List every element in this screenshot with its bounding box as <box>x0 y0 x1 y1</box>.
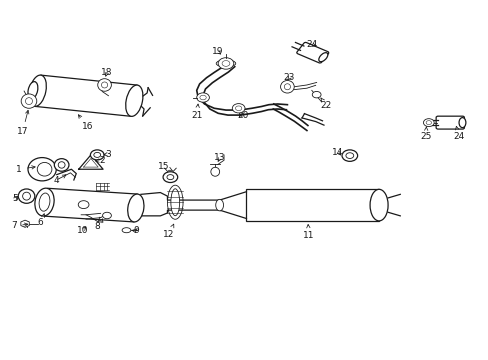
Ellipse shape <box>458 118 465 128</box>
Ellipse shape <box>102 82 107 88</box>
Circle shape <box>345 153 353 158</box>
Ellipse shape <box>37 162 52 176</box>
Text: 9: 9 <box>132 226 139 235</box>
Ellipse shape <box>22 192 30 200</box>
Circle shape <box>102 212 111 219</box>
Text: 21: 21 <box>191 104 202 120</box>
FancyBboxPatch shape <box>435 116 464 129</box>
Ellipse shape <box>29 75 46 107</box>
Circle shape <box>235 106 242 111</box>
Circle shape <box>166 175 173 180</box>
Circle shape <box>94 152 101 157</box>
Circle shape <box>425 121 430 125</box>
Circle shape <box>163 172 177 183</box>
Text: 11: 11 <box>303 225 314 240</box>
Ellipse shape <box>215 199 223 211</box>
Ellipse shape <box>280 81 294 93</box>
Ellipse shape <box>18 189 35 203</box>
Ellipse shape <box>25 98 32 104</box>
Text: 12: 12 <box>163 224 174 239</box>
Text: 7: 7 <box>11 221 28 230</box>
Ellipse shape <box>28 82 38 99</box>
Bar <box>35 75 137 116</box>
Text: 22: 22 <box>320 98 331 110</box>
Ellipse shape <box>284 84 290 90</box>
Ellipse shape <box>125 85 142 116</box>
Ellipse shape <box>312 91 321 98</box>
Ellipse shape <box>78 201 89 208</box>
Text: 6: 6 <box>38 214 44 227</box>
Text: 2: 2 <box>96 156 105 165</box>
Text: 24: 24 <box>305 40 317 49</box>
Ellipse shape <box>58 162 65 168</box>
Text: 24: 24 <box>452 126 464 141</box>
Ellipse shape <box>28 158 56 181</box>
Bar <box>44 188 137 222</box>
Ellipse shape <box>127 194 143 222</box>
Ellipse shape <box>318 53 327 62</box>
Ellipse shape <box>167 185 183 219</box>
Text: 17: 17 <box>17 111 29 136</box>
Text: 25: 25 <box>419 127 431 141</box>
Bar <box>246 189 378 221</box>
Text: 1: 1 <box>16 165 35 174</box>
Text: 18: 18 <box>101 68 113 77</box>
Text: 3: 3 <box>104 150 111 159</box>
Text: 5: 5 <box>12 194 18 203</box>
Circle shape <box>423 119 433 127</box>
Ellipse shape <box>35 188 54 216</box>
Text: 14: 14 <box>332 148 343 157</box>
Text: 4: 4 <box>54 175 66 185</box>
Text: 19: 19 <box>211 47 223 56</box>
Ellipse shape <box>170 189 179 216</box>
Text: 15: 15 <box>158 162 172 171</box>
Circle shape <box>196 93 209 102</box>
Circle shape <box>222 60 229 66</box>
FancyBboxPatch shape <box>296 42 328 63</box>
Ellipse shape <box>216 60 235 67</box>
Circle shape <box>341 150 357 161</box>
Ellipse shape <box>210 167 219 176</box>
Ellipse shape <box>122 228 131 233</box>
Text: 20: 20 <box>237 111 249 120</box>
Ellipse shape <box>21 94 37 108</box>
Circle shape <box>200 95 206 100</box>
Text: 10: 10 <box>77 226 88 235</box>
Ellipse shape <box>369 189 387 221</box>
Ellipse shape <box>98 79 111 91</box>
Text: 16: 16 <box>78 115 93 131</box>
Ellipse shape <box>54 159 69 171</box>
Circle shape <box>232 104 244 113</box>
Text: 23: 23 <box>283 73 294 82</box>
Ellipse shape <box>39 193 50 211</box>
Circle shape <box>218 58 233 69</box>
Text: 13: 13 <box>214 153 225 162</box>
Circle shape <box>90 150 104 160</box>
Text: 8: 8 <box>94 219 102 231</box>
